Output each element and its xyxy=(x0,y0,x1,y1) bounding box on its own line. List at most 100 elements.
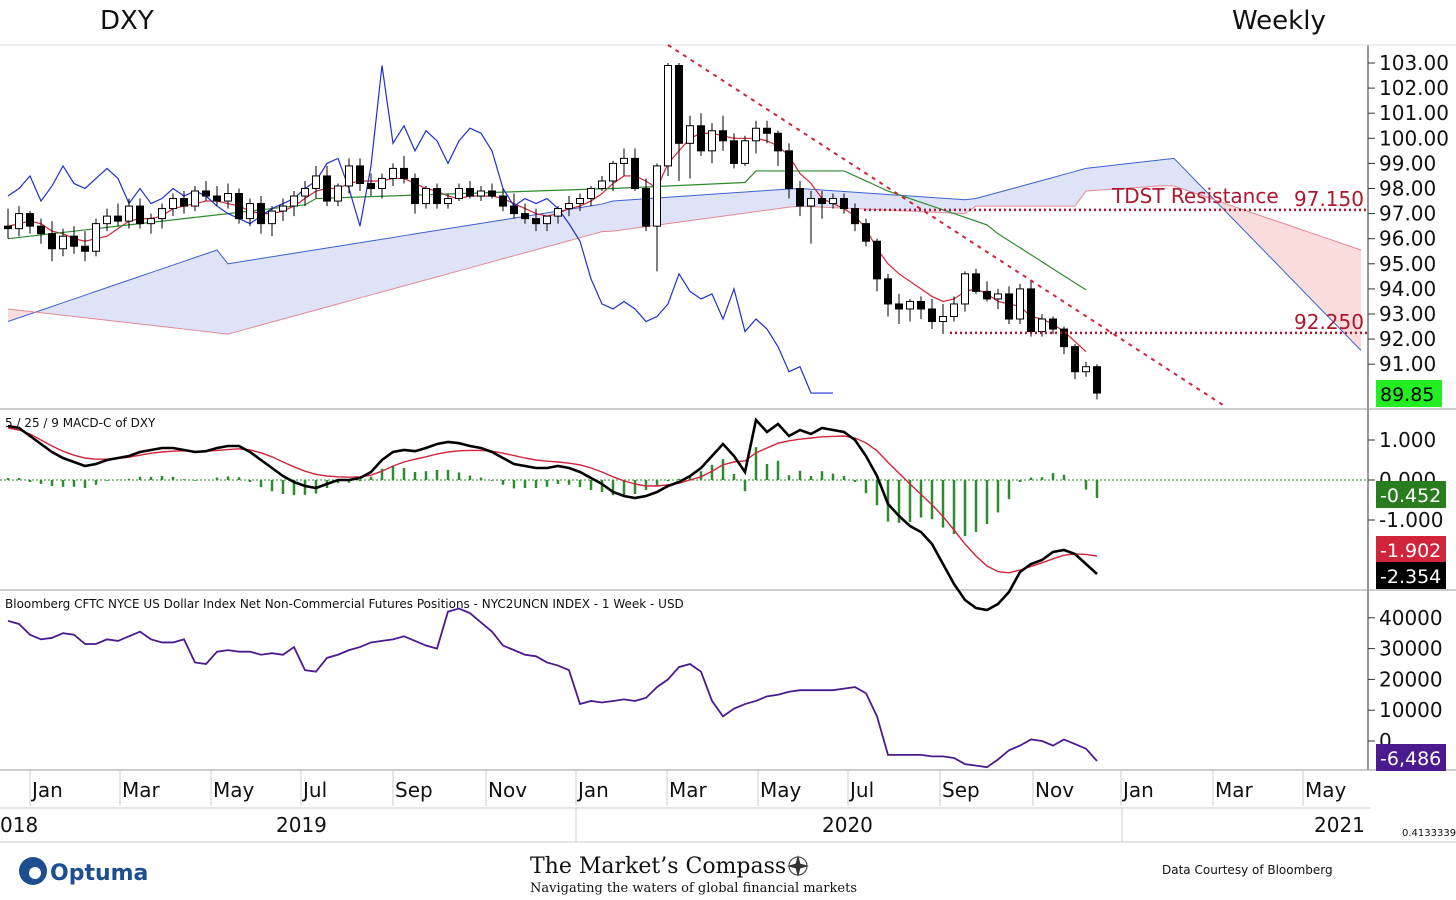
market-compass-title: The Market’s Compass xyxy=(530,854,786,879)
price-tick-label: 100.00 xyxy=(1379,126,1449,150)
month-tick-label: Mar xyxy=(669,778,708,802)
candle-down xyxy=(510,205,518,215)
candle-down xyxy=(983,290,991,300)
cot-value-box xyxy=(1376,744,1446,771)
candle-down xyxy=(323,175,331,202)
price-tick-label: 97.00 xyxy=(1379,202,1436,226)
candle-down xyxy=(818,198,826,205)
month-tick-label: Sep xyxy=(395,778,433,802)
candle-up xyxy=(587,188,595,200)
candle-up xyxy=(290,195,298,207)
candle-down xyxy=(235,193,243,220)
month-tick-label: Sep xyxy=(942,778,980,802)
candle-up xyxy=(389,167,397,179)
candle-up xyxy=(312,175,320,189)
candle-down xyxy=(675,65,683,144)
candle-down xyxy=(1060,328,1068,348)
candle-up xyxy=(147,218,155,225)
price-tick-label: 99.00 xyxy=(1379,151,1436,175)
candle-up xyxy=(444,198,452,205)
candle-down xyxy=(81,245,89,252)
candle-down xyxy=(26,213,34,227)
candle-down xyxy=(928,308,936,323)
month-tick-label: Jul xyxy=(848,778,874,802)
corner-value: 0.41333394 xyxy=(1402,828,1456,839)
month-tick-label: Nov xyxy=(1035,778,1074,802)
candle-down xyxy=(972,273,980,292)
candle-up xyxy=(455,188,463,200)
candle-up xyxy=(664,65,672,167)
cot-value: -6,486 xyxy=(1380,748,1441,770)
candle-down xyxy=(499,195,507,207)
price-tick-label: 91.00 xyxy=(1379,352,1436,376)
candle-up xyxy=(477,190,485,197)
ichimoku-cloud xyxy=(7,157,1362,351)
price-tick-label: 98.00 xyxy=(1379,177,1436,201)
candle-up xyxy=(807,198,815,207)
year-tick-label: 2019 xyxy=(276,813,327,837)
candle-up xyxy=(125,205,133,222)
candle-down xyxy=(4,225,12,230)
tdst-resistance-label: TDST Resistance xyxy=(1111,184,1279,208)
candle-down xyxy=(257,203,265,225)
downtrend-line xyxy=(667,44,1227,408)
month-tick-label: Jan xyxy=(30,778,63,802)
candle-down xyxy=(785,150,793,190)
price-tick-label: 95.00 xyxy=(1379,252,1436,276)
month-tick-label: Jul xyxy=(301,778,327,802)
month-tick-label: Mar xyxy=(1215,778,1254,802)
candle-down xyxy=(873,240,881,280)
last-price-value: 89.85 xyxy=(1380,384,1434,406)
last-price-box xyxy=(1376,380,1442,407)
cot-value-badge: -6,486 xyxy=(1376,744,1446,771)
candle-up xyxy=(378,177,386,190)
compass-needle-ew xyxy=(787,863,809,869)
candle-up xyxy=(1016,288,1024,320)
candle-down xyxy=(1049,318,1057,330)
candle-up xyxy=(653,165,661,227)
candle-up xyxy=(422,188,430,205)
cot-series xyxy=(7,607,1098,769)
macd-panel-title: 5 / 25 / 9 MACD-C of DXY xyxy=(5,416,156,430)
macd-series xyxy=(6,417,1099,612)
optuma-logo-icon-inner xyxy=(29,867,41,879)
macd-value: -2.354 xyxy=(1380,566,1441,588)
cot-tick-label: 10000 xyxy=(1379,698,1443,722)
macd-tick-label: -1.000 xyxy=(1379,508,1443,532)
macd-line xyxy=(7,417,1098,612)
candle-up xyxy=(741,140,749,164)
price-tick-label: 93.00 xyxy=(1379,302,1436,326)
candle-up xyxy=(301,188,309,197)
cot-panel-title: Bloomberg CFTC NYCE US Dollar Index Net … xyxy=(5,597,684,611)
candle-down xyxy=(488,190,496,197)
month-tick-label: May xyxy=(760,778,802,802)
candle-up xyxy=(961,273,969,305)
candle-up xyxy=(169,198,177,210)
optuma-brand: Optuma xyxy=(50,861,148,886)
candle-up xyxy=(268,210,276,225)
candle-up xyxy=(334,185,342,202)
chikou-span-line xyxy=(7,65,833,394)
candle-up xyxy=(246,203,254,220)
data-credit: Data Courtesy of Bloomberg xyxy=(1162,863,1333,877)
candle-down xyxy=(48,233,56,250)
macd-y-axis: 1.0000.000-1.000 xyxy=(1368,428,1443,532)
candle-down xyxy=(433,188,441,205)
candle-up xyxy=(103,215,111,225)
candle-up xyxy=(686,125,694,144)
time-x-axis: Jan Mar May Jul Sep Nov Jan Mar May Jul Sep Nov Jan M… xyxy=(0,770,1365,842)
candle-down xyxy=(697,125,705,152)
candle-down xyxy=(114,215,122,222)
candle-down xyxy=(367,182,375,189)
resistance-annotations: TDST Resistance 97.150 92.250 xyxy=(667,44,1368,408)
candle-up xyxy=(191,190,199,207)
candle-down xyxy=(180,198,188,207)
tdst-level-97150-label: 97.150 xyxy=(1294,187,1364,211)
candle-down xyxy=(136,205,144,225)
candle-down xyxy=(917,300,925,310)
macd-tick-label: 1.000 xyxy=(1379,428,1436,452)
candle-up xyxy=(15,213,23,230)
kijun-sen-line xyxy=(7,170,1087,291)
